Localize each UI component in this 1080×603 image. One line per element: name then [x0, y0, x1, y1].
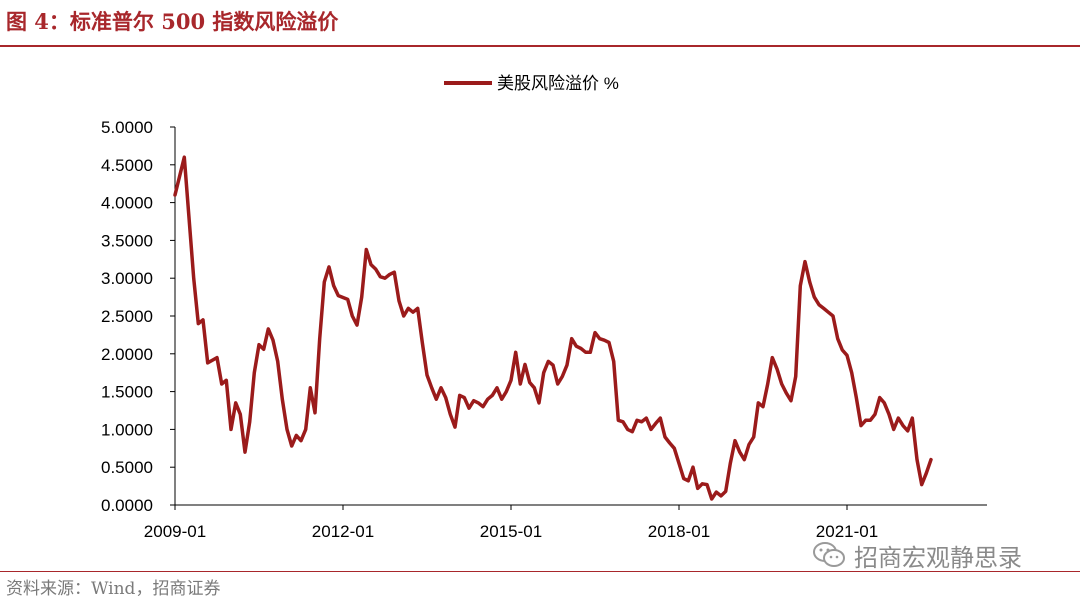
x-tick-label: 2018-01	[648, 522, 710, 541]
x-tick-label: 2012-01	[312, 522, 374, 541]
y-tick-label: 3.0000	[101, 269, 153, 288]
title-divider	[0, 45, 1080, 47]
series-line-0	[173, 155, 933, 501]
y-tick-label: 5.0000	[101, 118, 153, 137]
watermark-text: 招商宏观静思录	[854, 543, 1022, 572]
y-tick-label: 0.5000	[101, 458, 153, 477]
x-tick-label: 2015-01	[480, 522, 542, 541]
series-line-group	[173, 155, 933, 501]
wechat-icon	[813, 542, 845, 567]
y-axis: 0.0000 0.5000 1.0000 1.5000 2.0000 2.5000 3.00…	[101, 118, 176, 515]
footer-divider	[0, 571, 1080, 572]
y-tick-label: 4.0000	[101, 194, 153, 213]
y-tick-label: 3.5000	[101, 231, 153, 250]
y-tick-label: 0.0000	[101, 496, 153, 515]
legend: 美股风险溢价 %	[444, 74, 619, 93]
x-axis: 2009-01 2012-01 2015-01 2018-01 2021-01	[144, 504, 987, 541]
y-tick-label: 2.5000	[101, 307, 153, 326]
figure-title: 图 4：标准普尔 500 指数风险溢价	[6, 9, 339, 34]
source-note: 资料来源：Wind，招商证券	[6, 579, 221, 599]
y-tick-label: 1.5000	[101, 383, 153, 402]
x-tick-label: 2021-01	[816, 522, 878, 541]
legend-label: 美股风险溢价 %	[497, 74, 619, 93]
watermark: 招商宏观静思录	[812, 539, 1022, 572]
line-chart: 美股风险溢价 % 0.0000 0.5000 1.0000 1.5000 2.0000 2…	[101, 74, 987, 541]
x-ticks: 2009-01 2012-01 2015-01 2018-01 2021-01	[144, 505, 878, 541]
y-tick-label: 2.0000	[101, 345, 153, 364]
y-ticks: 0.0000 0.5000 1.0000 1.5000 2.0000 2.5000 3.00…	[101, 118, 175, 515]
y-tick-label: 1.0000	[101, 420, 153, 439]
x-tick-label: 2009-01	[144, 522, 206, 541]
y-tick-label: 4.5000	[101, 156, 153, 175]
